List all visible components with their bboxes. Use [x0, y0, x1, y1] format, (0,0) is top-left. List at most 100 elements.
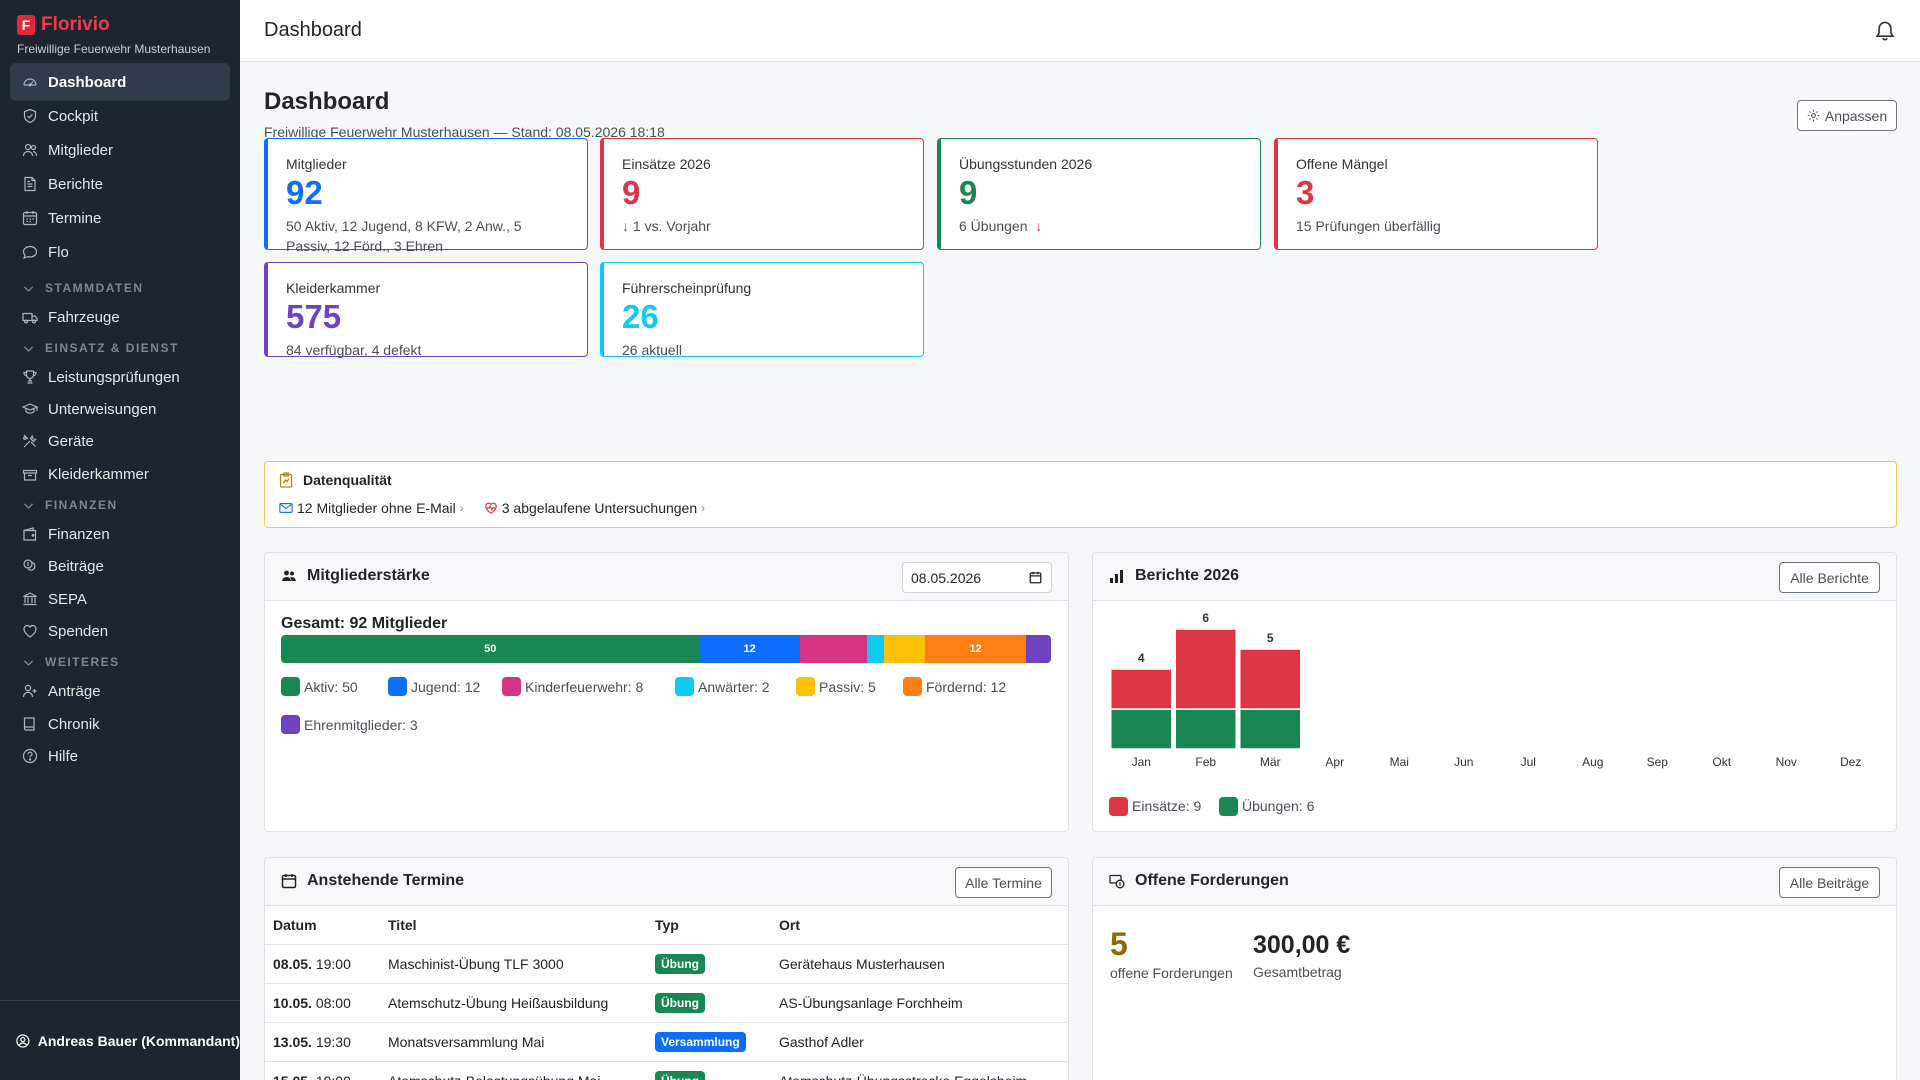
data-quality-link-3-abgelaufene-untersuchungen[interactable]: 3 abgelaufene Untersuchungen ›	[484, 500, 705, 516]
chevron-down-icon	[23, 659, 34, 666]
calendar-icon[interactable]	[1029, 571, 1042, 584]
brand[interactable]: F Florivio Freiwillige Feuerwehr Musterh…	[17, 14, 210, 56]
sidebar-item-chronik[interactable]: Chronik	[10, 705, 230, 743]
sidebar-item-fahrzeuge[interactable]: Fahrzeuge	[10, 298, 230, 336]
sidebar-item-termine[interactable]: Termine	[10, 199, 230, 237]
data-quality-label: Datenqualität	[303, 472, 392, 488]
kpi-label: Kleiderkammer	[286, 280, 381, 296]
nav-section-title: EINSATZ & DIENST	[45, 341, 179, 355]
bar-uebungen-feb[interactable]	[1174, 708, 1237, 750]
x-tick-label: Jul	[1521, 755, 1536, 769]
strength-legend-item[interactable]: Aktiv: 50	[281, 677, 358, 696]
customize-button[interactable]: Anpassen	[1797, 100, 1897, 131]
book-icon	[22, 716, 38, 732]
member-strength-card: Mitgliederstärke 08.05.2026 Gesamt: 92 M…	[264, 552, 1069, 832]
kpi-card-einsaetze-2026[interactable]: Einsätze 2026 9 ↓ 1 vs. Vorjahr	[600, 138, 924, 250]
type-badge: Versammlung	[655, 1031, 746, 1052]
data-quality-link-12-mitglieder-ohne-e-mail[interactable]: 12 Mitglieder ohne E-Mail ›	[279, 500, 464, 516]
x-tick-label: Mai	[1390, 755, 1409, 769]
nav-section-title: WEITERES	[45, 655, 120, 669]
kpi-detail: 50 Aktiv, 12 Jugend, 8 KFW, 2 Anw., 5 Pa…	[286, 216, 569, 256]
all-appointments-button[interactable]: Alle Termine	[955, 867, 1052, 898]
sidebar-item-mitglieder[interactable]: Mitglieder	[10, 131, 230, 169]
x-tick-label: Sep	[1647, 755, 1669, 769]
sidebar-item-label: Fahrzeuge	[48, 308, 120, 326]
bar-einsaetze-feb[interactable]	[1174, 628, 1237, 710]
page-subtitle: Freiwillige Feuerwehr Musterhausen — Sta…	[264, 124, 665, 140]
legend-swatch	[388, 677, 407, 696]
x-tick-label: Mär	[1260, 755, 1281, 769]
table-header-row: Datum Titel Typ Ort	[265, 906, 1068, 945]
bar-uebungen-maer[interactable]	[1239, 708, 1302, 750]
sidebar-item-geraete[interactable]: Geräte	[10, 422, 230, 460]
mortarboard-icon	[22, 401, 38, 417]
kpi-detail-text: 26 aktuell	[622, 342, 682, 358]
user-menu[interactable]: Andreas Bauer (Kommandant)	[0, 1000, 240, 1080]
strength-legend-item[interactable]: Passiv: 5	[796, 677, 876, 696]
sidebar-item-dashboard[interactable]: Dashboard	[10, 63, 230, 101]
sidebar-item-beitraege[interactable]: Beiträge	[10, 547, 230, 585]
bell-icon[interactable]	[1874, 20, 1896, 42]
bar-uebungen-jan[interactable]	[1110, 708, 1173, 750]
sidebar-item-flo[interactable]: Flo	[10, 233, 230, 271]
x-tick-label: Feb	[1195, 755, 1216, 769]
strength-bar-segment-ehrenmitglieder	[1025, 635, 1051, 663]
sidebar-item-hilfe[interactable]: Hilfe	[10, 737, 230, 775]
kpi-value: 575	[286, 298, 342, 335]
strength-legend-item[interactable]: Ehrenmitglieder: 3	[281, 715, 418, 734]
total-amount-label: Gesamtbetrag	[1253, 964, 1342, 980]
sidebar-item-cockpit[interactable]: Cockpit	[10, 97, 230, 135]
x-tick-label: Apr	[1325, 755, 1344, 769]
all-contributions-button[interactable]: Alle Beiträge	[1779, 867, 1880, 898]
cell-title: Maschinist-Übung TLF 3000	[380, 944, 647, 984]
appointments-body: 08.05. 19:00 Maschinist-Übung TLF 3000 Übu…	[265, 944, 1068, 1080]
sidebar-item-berichte[interactable]: Berichte	[10, 165, 230, 203]
clipboard-icon	[279, 472, 293, 488]
date-input[interactable]: 08.05.2026	[902, 562, 1052, 593]
strength-legend-item[interactable]: Anwärter: 2	[675, 677, 770, 696]
chevron-down-icon	[23, 502, 34, 509]
cell-type: Versammlung	[647, 1022, 771, 1062]
bar-einsaetze-jan[interactable]	[1110, 668, 1173, 710]
all-reports-button[interactable]: Alle Berichte	[1779, 562, 1880, 593]
strength-legend-item[interactable]: Jugend: 12	[388, 677, 480, 696]
claims-label: Offene Forderungen	[1135, 872, 1289, 889]
nav-section-stammdaten[interactable]: STAMMDATEN	[22, 281, 144, 295]
column-header: Datum	[265, 906, 380, 945]
strength-bar-segment-foerdernd: 12	[925, 635, 1026, 663]
sidebar-item-label: Finanzen	[48, 525, 110, 543]
sidebar-item-sepa[interactable]: SEPA	[10, 580, 230, 618]
kpi-label: Führerscheinprüfung	[622, 280, 752, 296]
kpi-card-mitglieder[interactable]: Mitglieder 92 50 Aktiv, 12 Jugend, 8 KFW, …	[264, 138, 588, 254]
sidebar-item-kleiderkammer[interactable]: Kleiderkammer	[10, 455, 230, 493]
table-row[interactable]: 10.05. 08:00 Atemschutz-Übung Heißausbild…	[265, 983, 1068, 1023]
kpi-card-kleiderkammer[interactable]: Kleiderkammer 575 84 verfügbar, 4 defekt	[264, 262, 588, 358]
strength-legend-item[interactable]: Fördernd: 12	[903, 677, 1006, 696]
sidebar-item-unterweisungen[interactable]: Unterweisungen	[10, 390, 230, 428]
strength-legend-item[interactable]: Kinderfeuerwehr: 8	[502, 677, 643, 696]
cell-type: Übung	[647, 944, 771, 984]
kpi-value: 92	[286, 174, 323, 211]
sidebar-item-spenden[interactable]: Spenden	[10, 612, 230, 650]
nav-section-finanzen[interactable]: FINANZEN	[22, 498, 118, 512]
legend-swatch	[903, 677, 922, 696]
cell-place: Atemschutz-Übungsstrecke Eggolsheim	[771, 1061, 1068, 1080]
kpi-card-fuehrerscheinpruefung[interactable]: Führerscheinprüfung 26 26 aktuell	[600, 262, 924, 358]
nav-section-einsatz-dienst[interactable]: EINSATZ & DIENST	[22, 341, 179, 355]
kpi-card-uebungsstunden-2026[interactable]: Übungsstunden 2026 9 6 Übungen ↓	[937, 138, 1261, 250]
calendar-icon	[22, 210, 38, 226]
legend-label: Passiv: 5	[819, 678, 876, 695]
table-row[interactable]: 08.05. 19:00 Maschinist-Übung TLF 3000 Übu…	[265, 944, 1068, 984]
strength-bar-segment-passiv	[883, 635, 926, 663]
sidebar-item-leistungspruefungen[interactable]: Leistungsprüfungen	[10, 358, 230, 396]
bar-einsaetze-maer[interactable]	[1239, 648, 1302, 710]
kpi-card-offene-maengel[interactable]: Offene Mängel 3 15 Prüfungen überfällig	[1274, 138, 1598, 250]
table-row[interactable]: 13.05. 19:30 Monatsversammlung Mai Versamm…	[265, 1022, 1068, 1062]
nav-section-weiteres[interactable]: WEITERES	[22, 655, 120, 669]
kpi-detail-text: 50 Aktiv, 12 Jugend, 8 KFW, 2 Anw., 5 Pa…	[286, 218, 522, 254]
sidebar-item-antraege[interactable]: Anträge	[10, 672, 230, 710]
sidebar-item-finanzen[interactable]: Finanzen	[10, 515, 230, 553]
column-header: Titel	[380, 906, 647, 945]
date-time: 08:00	[315, 994, 351, 1011]
